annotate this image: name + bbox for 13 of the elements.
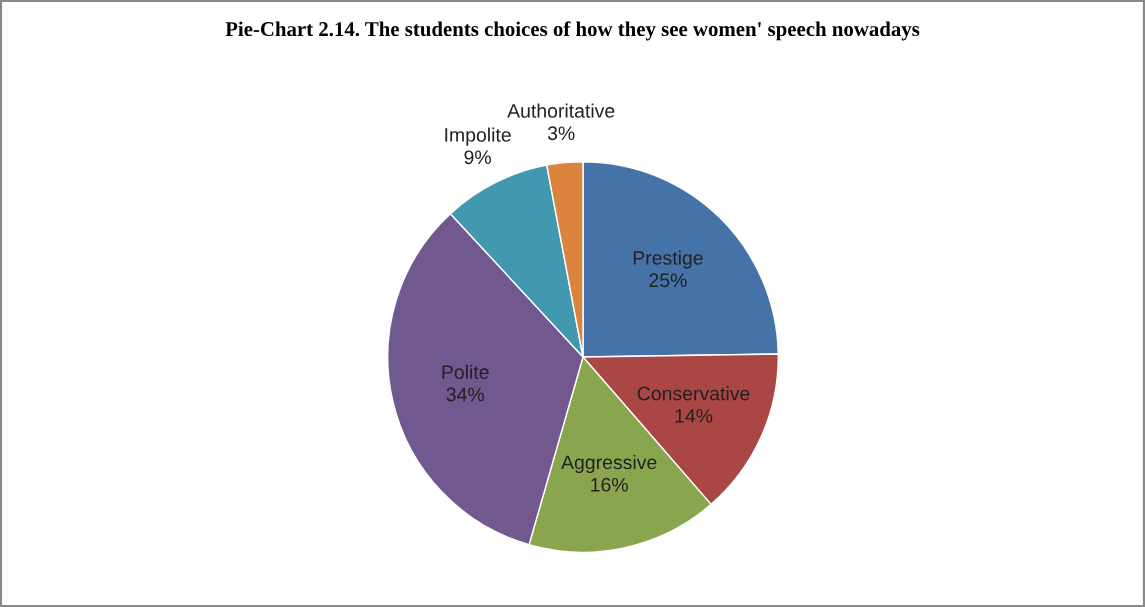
data-label: 9% <box>464 150 491 165</box>
slice-label: Polite <box>442 364 489 380</box>
chart-title: Pie-Chart 2.14. The students choices of how they see women' speech nowadays <box>225 21 920 41</box>
data-label: 34% <box>446 387 484 402</box>
slice-label: Prestige <box>633 250 703 269</box>
data-label: 14% <box>675 409 713 423</box>
data-label: 25% <box>649 273 687 288</box>
data-label: 3% <box>547 126 575 141</box>
slice-label: Impolite <box>445 127 511 146</box>
slice-label: Authoritative <box>507 103 615 118</box>
slice-label: Aggressive <box>561 454 657 474</box>
data-label: 16% <box>591 477 628 492</box>
slice-label: Conservative <box>637 386 750 401</box>
